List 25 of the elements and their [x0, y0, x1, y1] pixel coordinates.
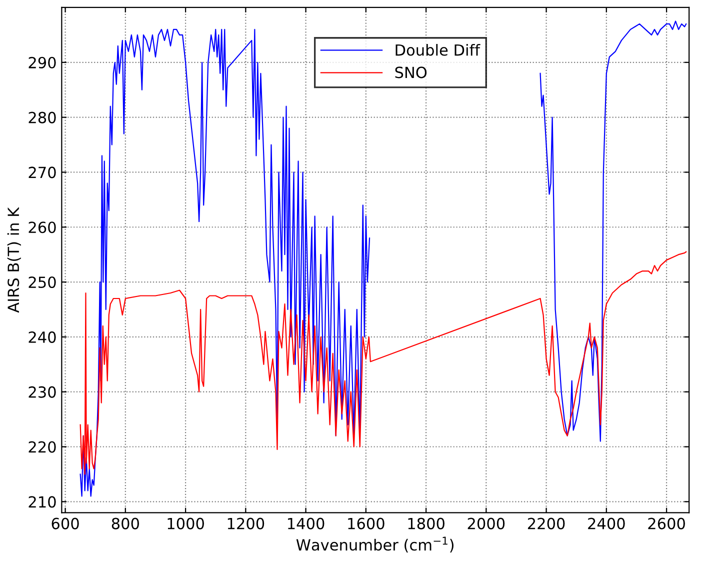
x-tick-label: 1600	[348, 518, 384, 530]
y-tick-label: 240	[28, 331, 56, 343]
legend-label: Double Diff	[396, 44, 480, 56]
y-tick-label: 220	[28, 441, 56, 453]
y-tick-label: 280	[28, 112, 56, 124]
x-tick-label: 2400	[588, 518, 625, 530]
y-tick-label: 290	[28, 56, 56, 68]
y-tick-label: 260	[28, 222, 56, 234]
x-tick-label: 1800	[408, 518, 444, 530]
x-tick-label: 1400	[288, 518, 324, 530]
x-tick-label: 1000	[168, 518, 204, 530]
x-tick-label: 1200	[228, 518, 264, 530]
x-tick-label: 2000	[468, 518, 505, 530]
x-tick-label: 800	[112, 518, 139, 530]
x-tick-label: 2600	[648, 518, 685, 530]
y-tick-label: 210	[28, 496, 56, 508]
y-tick-label: 230	[28, 386, 56, 398]
y-axis-title: AIRS B(T) in K	[7, 206, 21, 313]
y-tick-label: 270	[28, 166, 56, 178]
legend-label: SNO	[395, 66, 427, 78]
y-tick-label: 250	[28, 276, 56, 288]
line-series	[80, 251, 687, 475]
x-axis-title: Wavenumber (cm$^{−1}$)	[296, 536, 454, 552]
x-tick-label: 600	[52, 518, 79, 530]
x-tick-label: 2200	[528, 518, 565, 530]
